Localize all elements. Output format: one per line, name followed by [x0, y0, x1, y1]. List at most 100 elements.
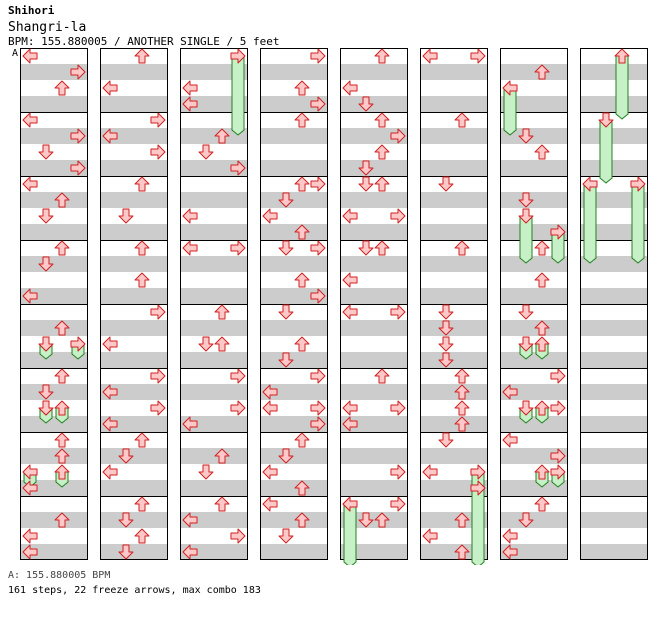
down-arrow-icon	[518, 208, 534, 224]
up-arrow-icon	[534, 240, 550, 256]
beat-stripe	[340, 352, 408, 368]
beat-stripe	[420, 352, 488, 368]
up-arrow-icon	[294, 272, 310, 288]
up-arrow-icon	[54, 512, 70, 528]
up-arrow-icon	[294, 80, 310, 96]
beat-stripe	[20, 544, 88, 560]
up-arrow-icon	[534, 320, 550, 336]
left-arrow-icon	[342, 304, 358, 320]
up-arrow-icon	[294, 112, 310, 128]
beat-stripe	[260, 544, 328, 560]
beat-stripe	[100, 544, 168, 560]
left-arrow-icon	[582, 176, 598, 192]
right-arrow-icon	[70, 160, 86, 176]
left-arrow-icon	[182, 80, 198, 96]
beat-stripe	[180, 384, 248, 400]
left-arrow-icon	[342, 496, 358, 512]
right-arrow-icon	[310, 400, 326, 416]
freeze-arrow-body	[583, 183, 597, 264]
beat-stripe	[260, 320, 328, 336]
beat-stripe	[580, 448, 648, 464]
right-arrow-icon	[230, 160, 246, 176]
beat-stripe	[260, 192, 328, 208]
beat-stripe	[420, 256, 488, 272]
beat-stripe	[260, 480, 328, 496]
beat-stripe	[420, 320, 488, 336]
left-arrow-icon	[262, 208, 278, 224]
down-arrow-icon	[38, 384, 54, 400]
up-arrow-icon	[54, 80, 70, 96]
beat-stripe	[20, 480, 88, 496]
left-arrow-icon	[422, 48, 438, 64]
up-arrow-icon	[374, 368, 390, 384]
left-arrow-icon	[182, 544, 198, 560]
up-arrow-icon	[534, 400, 550, 416]
down-arrow-icon	[198, 464, 214, 480]
up-arrow-icon	[454, 512, 470, 528]
right-arrow-icon	[230, 48, 246, 64]
right-arrow-icon	[70, 336, 86, 352]
right-arrow-icon	[230, 240, 246, 256]
up-arrow-icon	[54, 400, 70, 416]
beat-stripe	[420, 448, 488, 464]
right-arrow-icon	[390, 208, 406, 224]
beat-stripe	[500, 480, 568, 496]
right-arrow-icon	[390, 496, 406, 512]
freeze-arrow-body	[615, 55, 629, 120]
beat-stripe	[420, 544, 488, 560]
beat-stripe	[580, 320, 648, 336]
beat-stripe	[180, 224, 248, 240]
right-arrow-icon	[310, 48, 326, 64]
right-arrow-icon	[550, 448, 566, 464]
beat-stripe	[100, 448, 168, 464]
up-arrow-icon	[214, 496, 230, 512]
down-arrow-icon	[438, 320, 454, 336]
beat-stripe	[500, 160, 568, 176]
up-arrow-icon	[214, 336, 230, 352]
beat-stripe	[180, 288, 248, 304]
bpm-legend: A: 155.880005 BPM	[8, 570, 111, 581]
song-title: Shangri-la	[8, 20, 87, 35]
beat-stripe	[340, 448, 408, 464]
up-arrow-icon	[294, 512, 310, 528]
beat-stripe	[340, 288, 408, 304]
beat-stripe	[340, 320, 408, 336]
left-arrow-icon	[102, 80, 118, 96]
down-arrow-icon	[438, 176, 454, 192]
left-arrow-icon	[22, 48, 38, 64]
beat-stripe	[580, 160, 648, 176]
right-arrow-icon	[310, 416, 326, 432]
right-arrow-icon	[550, 400, 566, 416]
left-arrow-icon	[22, 464, 38, 480]
right-arrow-icon	[390, 464, 406, 480]
right-arrow-icon	[150, 112, 166, 128]
beat-stripe	[260, 64, 328, 80]
right-arrow-icon	[70, 128, 86, 144]
right-arrow-icon	[390, 128, 406, 144]
beat-stripe	[20, 384, 88, 400]
right-arrow-icon	[230, 400, 246, 416]
right-arrow-icon	[390, 304, 406, 320]
up-arrow-icon	[134, 240, 150, 256]
down-arrow-icon	[438, 432, 454, 448]
beat-stripe	[100, 320, 168, 336]
up-arrow-icon	[374, 240, 390, 256]
up-arrow-icon	[454, 368, 470, 384]
beat-stripe	[180, 448, 248, 464]
chart-column	[580, 48, 648, 560]
beat-stripe	[20, 160, 88, 176]
left-arrow-icon	[22, 288, 38, 304]
down-arrow-icon	[358, 176, 374, 192]
beat-stripe	[580, 352, 648, 368]
up-arrow-icon	[54, 240, 70, 256]
left-arrow-icon	[262, 384, 278, 400]
up-arrow-icon	[134, 432, 150, 448]
left-arrow-icon	[182, 96, 198, 112]
beat-stripe	[500, 288, 568, 304]
beat-stripe	[180, 480, 248, 496]
left-arrow-icon	[502, 432, 518, 448]
step-chart	[20, 48, 648, 565]
beat-stripe	[580, 96, 648, 112]
up-arrow-icon	[294, 432, 310, 448]
up-arrow-icon	[214, 128, 230, 144]
